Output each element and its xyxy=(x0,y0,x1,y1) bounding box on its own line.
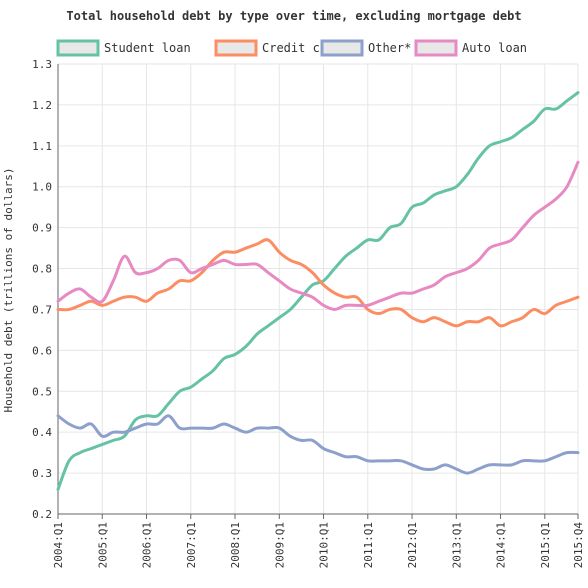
legend-label-auto-loan: Auto loan xyxy=(462,41,527,55)
x-tick-label: 2008:Q1 xyxy=(229,522,242,568)
axes xyxy=(57,64,579,519)
y-tick-label: 1.2 xyxy=(32,99,52,112)
x-tick-label: 2011:Q1 xyxy=(362,522,375,568)
x-tick-label: 2004:Q1 xyxy=(52,522,65,568)
series-line-auto-loan xyxy=(56,160,580,311)
x-tick-label: 2005:Q1 xyxy=(96,522,109,568)
series-line-student-loan xyxy=(56,91,580,491)
series-line-other xyxy=(56,414,580,475)
y-tick-label: 0.5 xyxy=(32,385,52,398)
series-line-credit-card xyxy=(56,238,580,328)
legend-swatch-student-loan xyxy=(56,39,100,57)
legend: Student loan Credit card Other* Auto loan xyxy=(56,39,527,57)
chart-title: Total household debt by type over time, … xyxy=(66,9,521,23)
y-tick-label: 1.3 xyxy=(32,58,52,71)
y-tick-label: 0.2 xyxy=(32,508,52,521)
x-tick-label: 2015:Q4 xyxy=(572,522,585,569)
x-tick-label: 2013:Q1 xyxy=(450,522,463,568)
y-tick-label: 0.9 xyxy=(32,222,52,235)
legend-swatch-credit-card xyxy=(214,39,258,57)
x-tick-label: 2006:Q1 xyxy=(141,522,154,568)
x-tick-label: 2007:Q1 xyxy=(185,522,198,568)
y-tick-label: 0.4 xyxy=(32,426,52,439)
tick-labels: 0.2 0.3 0.4 0.5 0.6 0.7 0.8 0.9 1.0 1.1 1.2 1.3 2004… xyxy=(32,58,585,568)
legend-label-student-loan: Student loan xyxy=(104,41,191,55)
y-tick-label: 0.3 xyxy=(32,467,52,480)
y-tick-label: 1.1 xyxy=(32,140,52,153)
x-tick-label: 2012:Q1 xyxy=(406,522,419,568)
x-tick-label: 2009:Q1 xyxy=(273,522,286,568)
legend-label-other: Other* xyxy=(368,41,411,55)
x-tick-label: 2015:Q1 xyxy=(539,522,552,568)
x-tick-label: 2010:Q1 xyxy=(318,522,331,568)
grid xyxy=(57,63,579,515)
y-tick-label: 0.7 xyxy=(32,303,52,316)
x-tick-label: 2014:Q1 xyxy=(495,522,508,568)
y-axis-label: Household debt (trillions of dollars) xyxy=(2,167,15,412)
y-tick-label: 0.6 xyxy=(32,344,52,357)
series-lines xyxy=(56,91,580,491)
y-tick-label: 1.0 xyxy=(32,181,52,194)
legend-swatch-auto-loan xyxy=(414,39,458,57)
legend-swatch-other xyxy=(320,39,364,57)
y-tick-label: 0.8 xyxy=(32,263,52,276)
